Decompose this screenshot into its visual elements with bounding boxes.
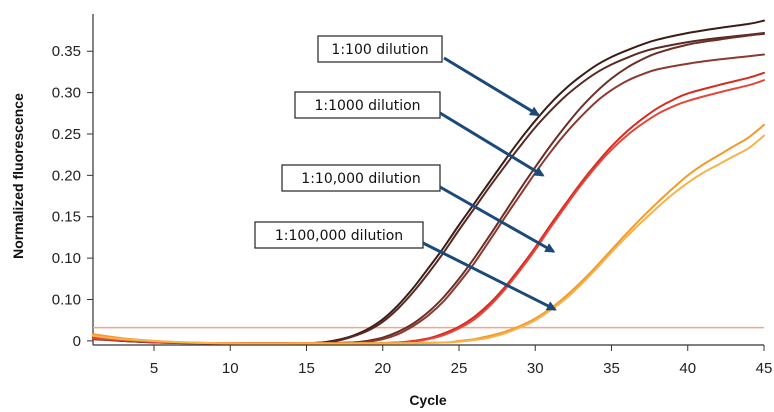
annotation-box xyxy=(254,221,424,249)
annotation-1: 1:100 dilution xyxy=(317,35,541,117)
annotation-arrow xyxy=(422,241,557,311)
annotations-layer: 1:100 dilution 1:1000 dilution 1:10,000 di… xyxy=(254,35,557,311)
x-tick-label: 45 xyxy=(756,360,773,377)
annotation-4: 1:100,000 dilution xyxy=(254,221,557,311)
annotation-label: 1:100 dilution xyxy=(331,42,428,58)
x-tick-label: 20 xyxy=(374,360,391,377)
annotation-label: 1:1000 dilution xyxy=(314,98,420,114)
y-tick-label: 0.10 xyxy=(52,250,81,267)
annotation-box xyxy=(317,35,443,63)
axes: 0 0.10 0.10 0.15 0.20 0.25 0.30 0.35 5 10 15 20 25 30… xyxy=(52,14,773,377)
annotation-arrow xyxy=(439,185,556,253)
y-axis-title: Normalized fluorescence xyxy=(10,93,26,259)
x-tick-label: 35 xyxy=(603,360,620,377)
x-tick-label: 5 xyxy=(150,360,158,377)
annotation-arrow xyxy=(439,111,545,177)
y-tick-label: 0.25 xyxy=(52,126,81,143)
annotation-3: 1:10,000 dilution xyxy=(281,164,556,253)
y-tick-label: 0 xyxy=(73,333,81,350)
x-axis-title: Cycle xyxy=(409,392,447,408)
annotation-label: 1:100,000 dilution xyxy=(275,228,403,244)
y-tick-label: 0.15 xyxy=(52,209,81,226)
annotation-arrow xyxy=(443,56,541,117)
x-tick-label: 15 xyxy=(298,360,315,377)
annotation-box xyxy=(294,91,441,119)
x-tick-label: 40 xyxy=(679,360,696,377)
y-tick-label: 0.20 xyxy=(52,167,81,184)
y-tick-label: 0.30 xyxy=(52,85,81,102)
y-tick-label: 0.35 xyxy=(52,43,81,60)
x-tick-label: 10 xyxy=(222,360,239,377)
series-line-6 xyxy=(92,79,765,345)
y-tick-label: 0.10 xyxy=(52,291,81,308)
annotation-box xyxy=(281,164,441,192)
x-tick-label: 30 xyxy=(527,360,544,377)
annotation-2: 1:1000 dilution xyxy=(294,91,545,177)
annotation-label: 1:10,000 dilution xyxy=(301,171,420,187)
x-tick-label: 25 xyxy=(451,360,468,377)
